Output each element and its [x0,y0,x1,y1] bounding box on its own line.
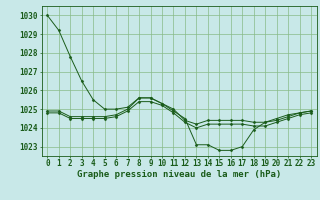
X-axis label: Graphe pression niveau de la mer (hPa): Graphe pression niveau de la mer (hPa) [77,170,281,179]
